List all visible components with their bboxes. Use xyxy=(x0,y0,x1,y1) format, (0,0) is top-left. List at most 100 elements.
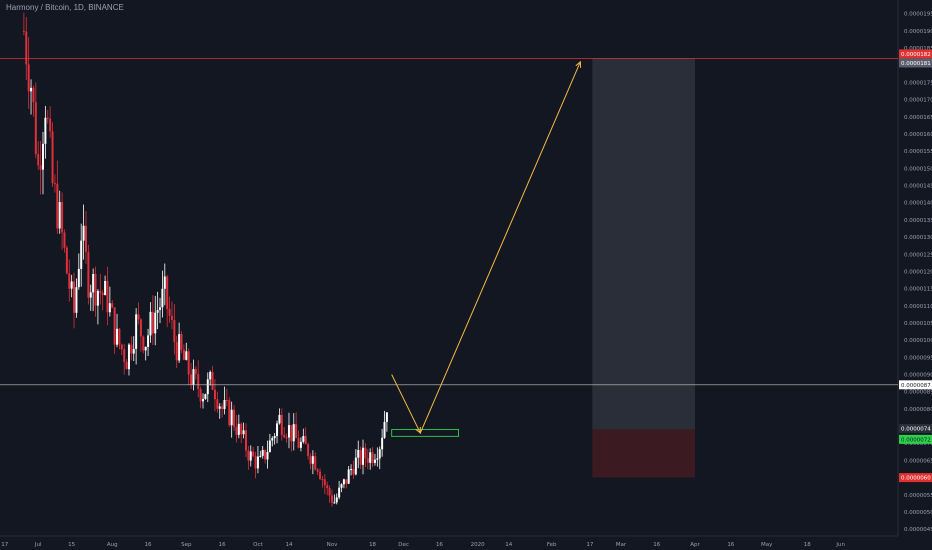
svg-text:0.0000182: 0.0000182 xyxy=(901,52,931,58)
candle xyxy=(185,342,188,361)
candle xyxy=(199,386,202,409)
candle xyxy=(295,412,298,439)
candle xyxy=(352,460,355,479)
price-tick-label: 0.0000100 xyxy=(904,338,932,344)
candle xyxy=(166,274,169,328)
position-zones xyxy=(592,58,695,478)
candle xyxy=(144,346,147,361)
candle xyxy=(240,422,243,444)
candle xyxy=(206,372,209,403)
candle xyxy=(182,344,185,361)
candle xyxy=(292,413,295,451)
candle xyxy=(228,397,231,427)
candle xyxy=(213,379,216,412)
time-tick-label: Sep xyxy=(181,542,192,548)
candle xyxy=(221,403,224,418)
arrow-head-down xyxy=(415,426,421,434)
price-tick-label: 0.0000080 xyxy=(904,407,932,413)
candles xyxy=(22,12,388,507)
candle xyxy=(104,275,107,296)
candle xyxy=(264,449,267,464)
candle xyxy=(82,204,85,260)
svg-text:0.0000060: 0.0000060 xyxy=(901,476,931,482)
candle xyxy=(311,450,314,475)
candle xyxy=(25,17,28,81)
time-tick-label: Feb xyxy=(547,542,557,548)
candle xyxy=(237,414,240,439)
candle xyxy=(323,474,326,495)
candle xyxy=(369,448,372,470)
candle xyxy=(194,366,197,380)
loss-zone xyxy=(592,429,695,478)
candle xyxy=(70,274,73,298)
candle xyxy=(338,480,341,500)
time-tick-label: 2020 xyxy=(471,542,485,548)
price-tick-label: 0.0000155 xyxy=(904,149,932,155)
price-tick-label: 0.0000160 xyxy=(904,132,932,138)
target-alt-price-label: 0.0000181 xyxy=(899,58,932,68)
candle xyxy=(51,122,54,188)
time-tick-label: Jul xyxy=(34,542,42,548)
time-tick-label: Oct xyxy=(253,542,263,548)
price-tick-label: 0.0000110 xyxy=(904,304,932,310)
price-tick-label: 0.0000135 xyxy=(904,218,932,224)
candle xyxy=(342,478,345,489)
candle xyxy=(316,468,319,476)
candle xyxy=(151,295,154,345)
price-tick-label: 0.0000175 xyxy=(904,80,932,86)
candle xyxy=(202,393,205,409)
candle xyxy=(350,464,353,476)
candle xyxy=(84,211,87,264)
time-tick-label: 16 xyxy=(145,542,152,548)
candle xyxy=(65,245,68,275)
price-labels: 0.0000182 0.0000181 0.0000087 0.0000074 0.00… xyxy=(899,49,932,483)
candle xyxy=(230,401,233,438)
candle xyxy=(92,268,95,312)
candle xyxy=(156,291,159,330)
candle xyxy=(120,343,123,356)
candle xyxy=(335,493,338,505)
candle xyxy=(385,412,388,432)
current-price-label: 0.0000087 xyxy=(899,380,932,390)
candle xyxy=(247,446,250,470)
price-tick-label: 0.0000190 xyxy=(904,29,932,35)
price-tick-label: 0.0000165 xyxy=(904,115,932,121)
candle xyxy=(278,408,281,425)
candle xyxy=(180,331,183,354)
time-tick-label: 17 xyxy=(586,542,593,548)
time-tick-label: 16 xyxy=(653,542,660,548)
candle xyxy=(259,450,262,458)
candle xyxy=(132,336,135,362)
candle xyxy=(80,223,83,287)
candle xyxy=(39,140,42,195)
candle xyxy=(118,327,121,350)
price-tick-label: 0.0000195 xyxy=(904,12,932,18)
candle xyxy=(178,322,181,363)
candle xyxy=(373,453,376,466)
candle xyxy=(299,437,302,452)
price-tick-label: 0.0000095 xyxy=(904,355,932,361)
candle xyxy=(256,445,259,474)
candle xyxy=(211,365,214,391)
candle xyxy=(99,273,102,305)
svg-text:0.0000181: 0.0000181 xyxy=(901,61,931,67)
candle xyxy=(147,328,150,356)
time-tick-label: Apr xyxy=(690,542,700,548)
price-tick-label: 0.0000170 xyxy=(904,98,932,104)
candle xyxy=(261,445,264,459)
candle xyxy=(362,439,365,475)
profit-zone xyxy=(592,58,695,430)
stop-price-label: 0.0000060 xyxy=(899,473,932,483)
candle xyxy=(168,296,171,324)
candle xyxy=(383,410,386,439)
candle xyxy=(27,37,30,109)
time-tick-label: 14 xyxy=(285,542,292,548)
candle xyxy=(271,436,274,447)
candle xyxy=(106,266,109,326)
candle xyxy=(56,160,59,234)
candle xyxy=(96,289,99,325)
time-tick-label: Aug xyxy=(107,542,118,548)
time-tick-label: 15 xyxy=(68,542,75,548)
candle xyxy=(142,335,145,354)
